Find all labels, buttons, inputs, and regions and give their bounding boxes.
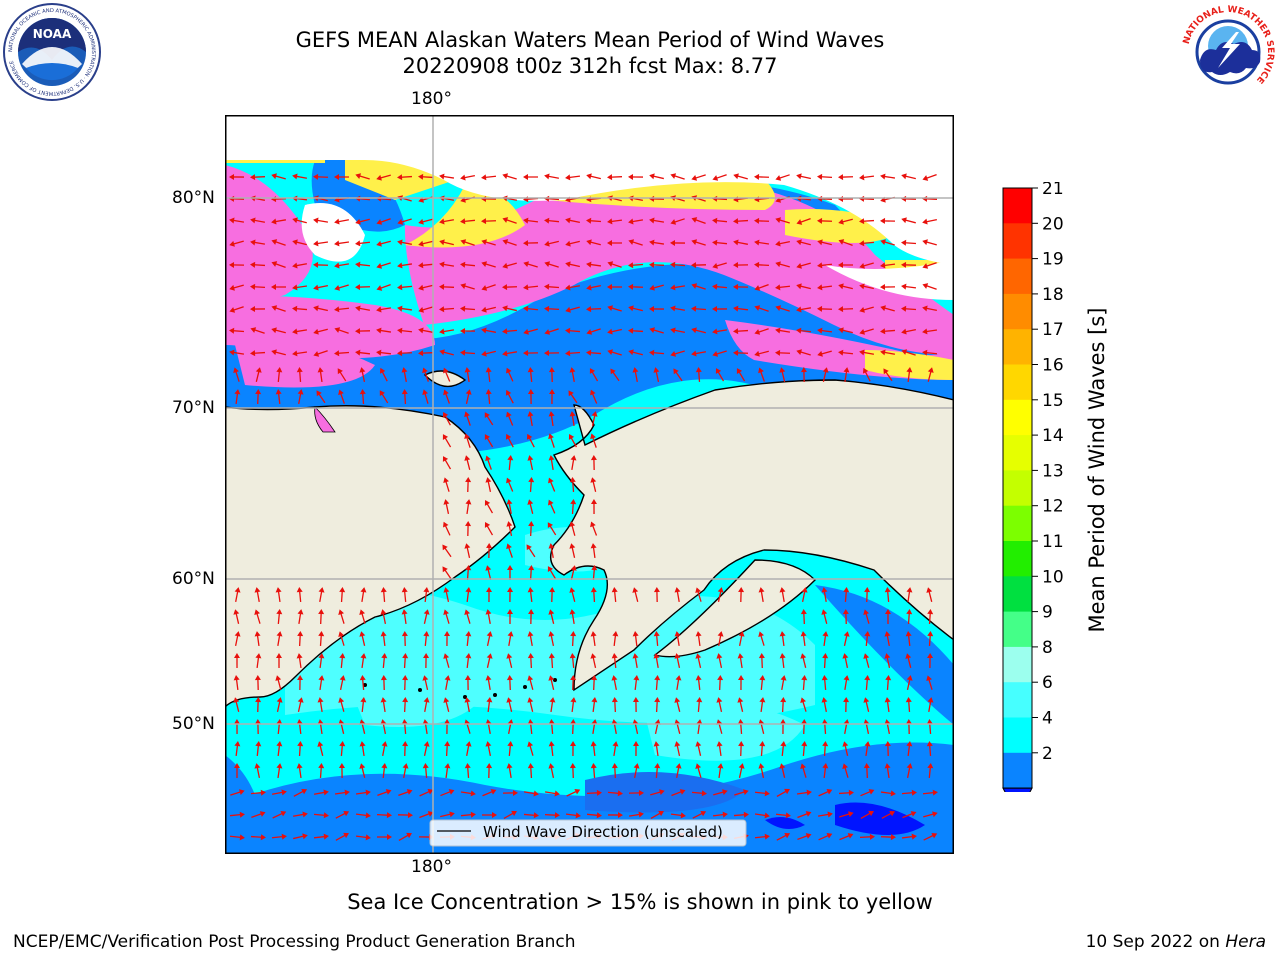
noaa-logo-icon: NOAA NATIONAL OCEANIC AND ATMOSPHERIC AD… xyxy=(3,3,101,101)
colorbar-cell xyxy=(1003,682,1032,718)
colorbar-tick-label: 14 xyxy=(1042,426,1064,446)
nws-logo-icon: NATIONAL WEATHER SERVICE xyxy=(1180,4,1276,100)
colorbar-cell xyxy=(1003,329,1032,365)
lon-label-bottom: 180° xyxy=(411,857,452,877)
footer-date-text: 10 Sep 2022 on xyxy=(1085,932,1226,952)
footer-machine: Hera xyxy=(1225,932,1266,952)
colorbar-tick-label: 15 xyxy=(1042,391,1064,411)
colorbar-tick-label: 12 xyxy=(1042,497,1064,517)
colorbar-cell xyxy=(1003,470,1032,507)
lat-label-50: 50°N xyxy=(172,714,215,734)
gridlines xyxy=(225,115,954,854)
colorbar-cell xyxy=(1003,188,1032,224)
colorbar-tick-label: 21 xyxy=(1042,182,1064,199)
colorbar: 21 20 19 18 17 16 15 14 13 12 11 10 9 8 6 4 2 xyxy=(1002,182,1064,792)
colorbar-tick-label: 11 xyxy=(1042,532,1064,552)
colorbar-tick-label: 17 xyxy=(1042,320,1064,340)
chart-subtitle: 20220908 t00z 312h fcst Max: 8.77 xyxy=(402,54,778,78)
colorbar-title: Mean Period of Wind Waves [s] xyxy=(1085,307,1109,633)
lat-label-70: 70°N xyxy=(172,398,215,418)
colorbar-cell xyxy=(1003,364,1032,401)
colorbar-tick-label: 10 xyxy=(1042,567,1064,587)
colorbar-cell xyxy=(1003,505,1032,542)
colorbar-cell xyxy=(1003,541,1032,577)
footer-credit: NCEP/EMC/Verification Post Processing Pr… xyxy=(13,932,576,952)
colorbar-cell xyxy=(1003,293,1032,330)
map-panel: Wind Wave Direction (unscaled) xyxy=(225,115,954,854)
colorbar-cell xyxy=(1003,611,1032,648)
lat-label-60: 60°N xyxy=(172,569,215,589)
lon-label-top: 180° xyxy=(411,89,452,109)
colorbar-cell xyxy=(1003,752,1032,789)
lat-label-80: 80°N xyxy=(172,188,215,208)
colorbar-cell xyxy=(1003,717,1032,754)
colorbar-tick-label: 18 xyxy=(1042,285,1064,305)
no-data-areas xyxy=(225,115,954,300)
footer-date: 10 Sep 2022 on Hera xyxy=(1086,932,1266,952)
colorbar-tick-label: 8 xyxy=(1042,638,1053,658)
map-legend: Wind Wave Direction (unscaled) xyxy=(429,819,747,847)
chart-title: GEFS MEAN Alaskan Waters Mean Period of … xyxy=(295,28,885,52)
colorbar-cell xyxy=(1003,223,1032,260)
colorbar-cell xyxy=(1003,646,1032,683)
colorbar-cell xyxy=(1003,576,1032,613)
colorbar-tick-label: 20 xyxy=(1042,214,1064,234)
map-frame xyxy=(225,115,954,854)
colorbar-frame xyxy=(1002,187,1033,789)
colorbar-tick-label: 6 xyxy=(1042,673,1053,693)
sea-ice-note: Sea Ice Concentration > 15% is shown in … xyxy=(347,890,933,914)
colorbar-tick-label: 16 xyxy=(1042,356,1064,376)
colorbar-tick-label: 9 xyxy=(1042,603,1053,623)
colorbar-tick-label: 2 xyxy=(1042,744,1053,764)
colorbar-under-triangle xyxy=(1002,787,1033,792)
colorbar-cell xyxy=(1003,258,1032,295)
aleutian-islands xyxy=(363,678,557,699)
map-legend-label: Wind Wave Direction (unscaled) xyxy=(483,823,723,841)
colorbar-tick-label: 13 xyxy=(1042,461,1064,481)
land xyxy=(225,370,954,708)
period-under-2-regions xyxy=(765,802,925,835)
colorbar-cell xyxy=(1003,435,1032,471)
colorbar-tick-label: 4 xyxy=(1042,709,1053,729)
colorbar-cell xyxy=(1003,399,1032,436)
noaa-logo-text: NOAA xyxy=(33,27,72,41)
colorbar-tick-label: 19 xyxy=(1042,250,1064,270)
